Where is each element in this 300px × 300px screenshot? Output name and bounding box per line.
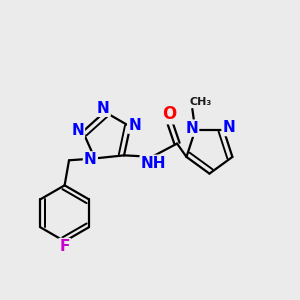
Text: N: N (223, 120, 235, 135)
Text: O: O (162, 105, 176, 123)
Text: CH₃: CH₃ (189, 97, 212, 107)
Text: N: N (71, 123, 84, 138)
Text: N: N (97, 101, 110, 116)
Text: F: F (59, 239, 70, 254)
Text: N: N (185, 121, 198, 136)
Text: NH: NH (141, 156, 166, 171)
Text: N: N (128, 118, 141, 133)
Text: N: N (84, 152, 97, 167)
